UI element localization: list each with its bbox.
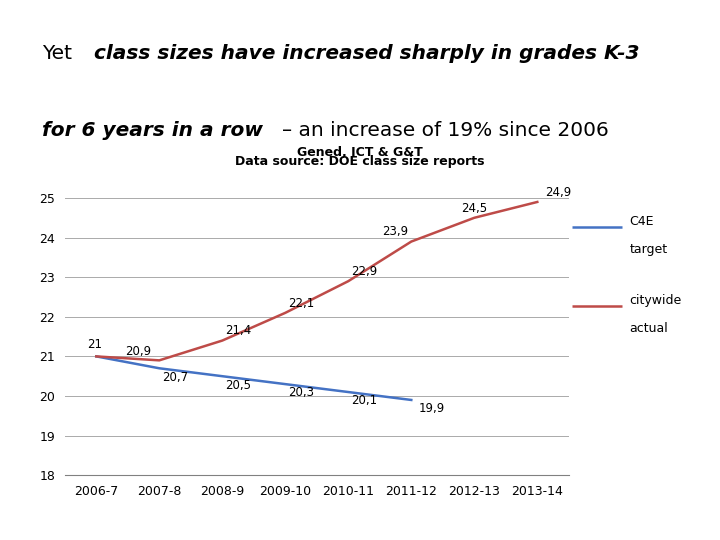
Text: Yet: Yet (42, 44, 78, 63)
Text: target: target (629, 243, 667, 256)
Text: actual: actual (629, 322, 668, 335)
Text: 21,4: 21,4 (225, 325, 252, 338)
Text: 20,7: 20,7 (163, 370, 189, 383)
Text: 20,1: 20,1 (351, 394, 377, 407)
Text: – an increase of 19% since 2006: – an increase of 19% since 2006 (282, 121, 609, 140)
Text: C4E: C4E (629, 214, 654, 228)
Text: 20,5: 20,5 (225, 379, 251, 392)
Text: Data source: DOE class size reports: Data source: DOE class size reports (235, 156, 485, 168)
Text: 20,3: 20,3 (289, 387, 315, 400)
Text: 22,1: 22,1 (289, 296, 315, 309)
Text: 22,9: 22,9 (351, 265, 378, 278)
Text: 19,9: 19,9 (419, 402, 445, 415)
Text: Gened, ICT & G&T: Gened, ICT & G&T (297, 146, 423, 159)
Text: for 6 years in a row: for 6 years in a row (42, 121, 263, 140)
Text: 21: 21 (87, 338, 102, 351)
Text: class sizes have increased sharply in grades K-3: class sizes have increased sharply in gr… (94, 44, 639, 63)
Text: 24,5: 24,5 (462, 201, 487, 214)
Text: 24,9: 24,9 (545, 186, 571, 199)
Text: 23,9: 23,9 (382, 225, 408, 238)
Text: citywide: citywide (629, 294, 682, 307)
Text: 20,9: 20,9 (125, 346, 152, 359)
